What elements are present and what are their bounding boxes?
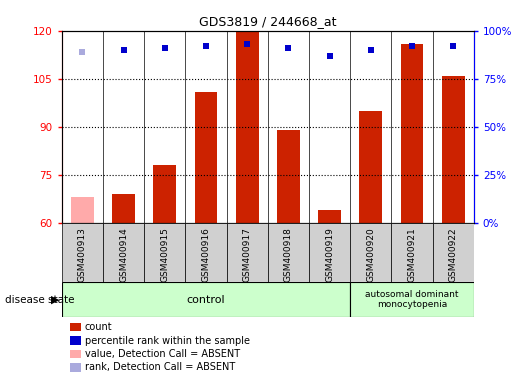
- Text: count: count: [85, 322, 113, 332]
- Bar: [277, 130, 300, 223]
- Point: [284, 45, 293, 51]
- Point: [325, 53, 334, 59]
- Point: [161, 45, 169, 51]
- Point: [202, 43, 210, 49]
- Bar: [309, 223, 350, 282]
- Point: [78, 49, 87, 55]
- Text: autosomal dominant
monocytopenia: autosomal dominant monocytopenia: [365, 290, 459, 309]
- Text: ▶: ▶: [50, 295, 59, 305]
- Point: [408, 43, 416, 49]
- Text: value, Detection Call = ABSENT: value, Detection Call = ABSENT: [85, 349, 240, 359]
- Point: [449, 43, 457, 49]
- Bar: [442, 76, 465, 223]
- Text: GSM400921: GSM400921: [407, 227, 417, 282]
- Bar: [195, 91, 217, 223]
- Bar: [318, 210, 341, 223]
- Bar: [236, 31, 259, 223]
- Bar: [103, 223, 144, 282]
- Bar: [359, 111, 382, 223]
- Text: GSM400916: GSM400916: [201, 227, 211, 282]
- Bar: [268, 223, 309, 282]
- Text: GSM400915: GSM400915: [160, 227, 169, 282]
- Bar: [401, 43, 423, 223]
- Point: [243, 41, 251, 47]
- Text: GSM400913: GSM400913: [78, 227, 87, 282]
- Text: control: control: [186, 295, 226, 305]
- Text: GSM400920: GSM400920: [366, 227, 375, 282]
- Text: disease state: disease state: [5, 295, 75, 305]
- Bar: [433, 223, 474, 282]
- Point: [367, 47, 375, 53]
- Bar: [227, 223, 268, 282]
- Point: [119, 47, 128, 53]
- Text: GSM400918: GSM400918: [284, 227, 293, 282]
- Bar: [62, 282, 350, 317]
- Bar: [62, 223, 103, 282]
- Bar: [185, 223, 227, 282]
- Text: rank, Detection Call = ABSENT: rank, Detection Call = ABSENT: [85, 362, 235, 372]
- Bar: [112, 194, 135, 223]
- Text: GSM400917: GSM400917: [243, 227, 252, 282]
- Bar: [350, 223, 391, 282]
- Title: GDS3819 / 244668_at: GDS3819 / 244668_at: [199, 15, 336, 28]
- Text: GSM400914: GSM400914: [119, 227, 128, 282]
- Bar: [144, 223, 185, 282]
- Text: GSM400922: GSM400922: [449, 227, 458, 282]
- Text: percentile rank within the sample: percentile rank within the sample: [85, 336, 250, 346]
- Bar: [71, 197, 94, 223]
- Text: GSM400919: GSM400919: [325, 227, 334, 282]
- Bar: [391, 223, 433, 282]
- Bar: [350, 282, 474, 317]
- Bar: [153, 165, 176, 223]
